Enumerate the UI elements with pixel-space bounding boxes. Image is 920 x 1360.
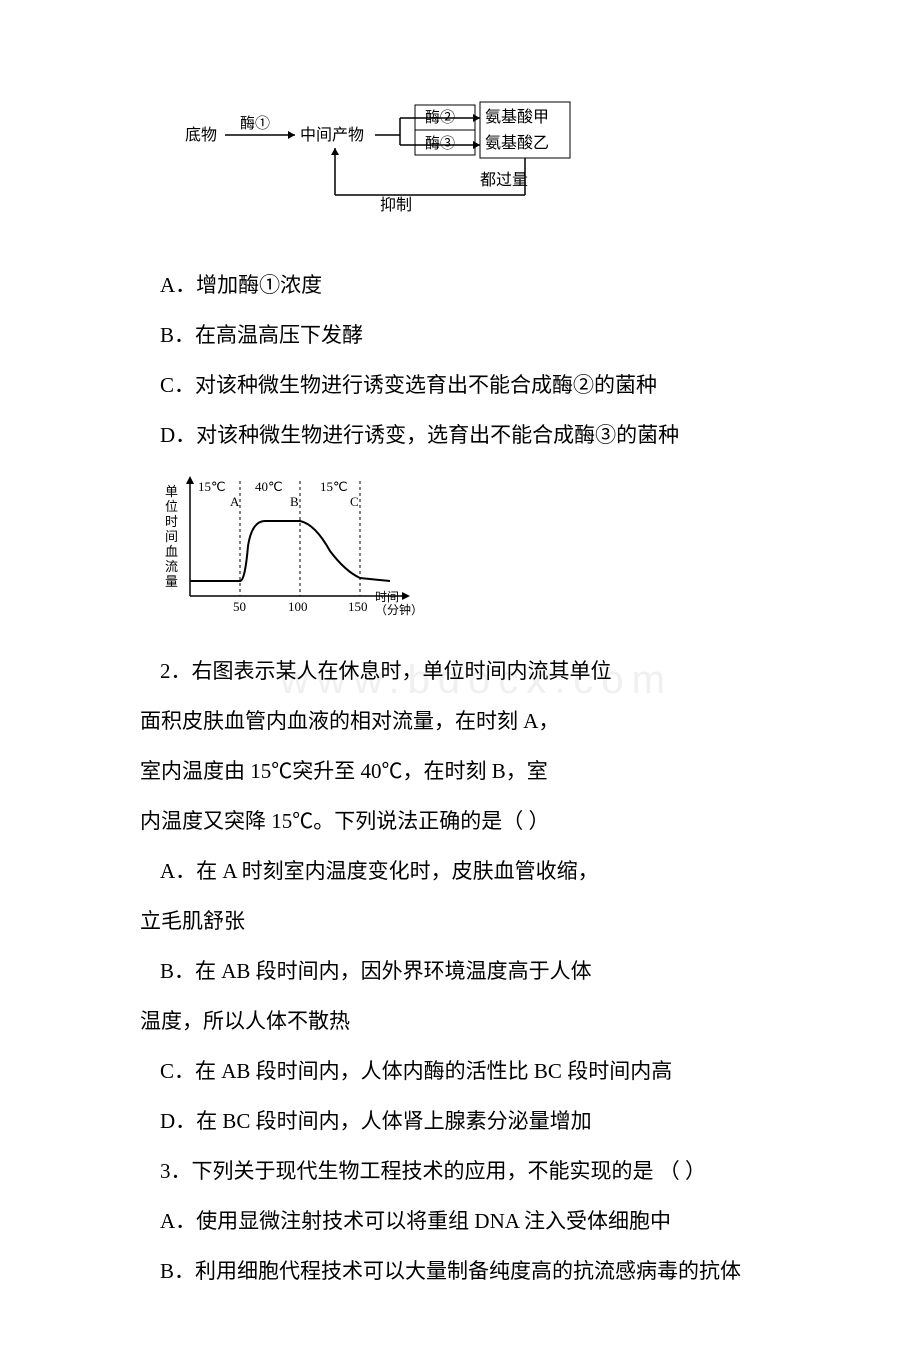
temp3-label: 15℃: [320, 479, 348, 494]
q2-line4: 内温度又突降 15℃。下列说法正确的是（ ）: [140, 800, 800, 842]
amino-b-label: 氨基酸乙: [485, 134, 549, 152]
tick-100: 100: [288, 599, 308, 614]
q2-line2: 面积皮肤血管内血液的相对流量，在时刻 A，: [140, 700, 800, 742]
q1-option-d: D．对该种微生物进行诱变，选育出不能合成酶③的菌种: [160, 414, 800, 456]
substrate-label: 底物: [185, 126, 217, 144]
enzyme-pathway-diagram: 底物 酶① 中间产物 酶② 酶③ 氨基酸甲 氨基酸乙 抑制 都过量: [180, 100, 800, 244]
q2-option-d: D．在 BC 段时间内，人体肾上腺素分泌量增加: [160, 1100, 800, 1142]
svg-text:间: 间: [165, 529, 178, 544]
tick-50: 50: [233, 599, 246, 614]
q2-option-b1: B．在 AB 段时间内，因外界环境温度高于人体: [160, 950, 800, 992]
q2-line3: 室内温度由 15℃突升至 40℃，在时刻 B，室: [140, 750, 800, 792]
x-axis-label2: （分钟）: [375, 602, 423, 617]
svg-text:位: 位: [165, 499, 178, 514]
q1-option-a: A．增加酶①浓度: [160, 264, 800, 306]
x-axis-label1: 时间: [375, 590, 399, 604]
enzyme1-label: 酶①: [240, 115, 270, 132]
inhibit-label: 抑制: [380, 196, 412, 214]
blood-flow-chart: 单 位 时 间 血 流 量 15℃ 40℃ 15℃ A B C 50 100 1…: [160, 466, 800, 640]
svg-text:血: 血: [165, 544, 178, 559]
q3-line1: 3．下列关于现代生物工程技术的应用，不能实现的是 （ ）: [160, 1150, 800, 1192]
svg-text:时: 时: [165, 514, 178, 529]
temp1-label: 15℃: [198, 479, 226, 494]
amino-a-label: 氨基酸甲: [485, 108, 549, 126]
svg-text:量: 量: [165, 574, 178, 589]
svg-text:流: 流: [165, 559, 178, 574]
point-b-label: B: [290, 494, 299, 509]
q1-option-b: B．在高温高压下发酵: [160, 314, 800, 356]
enzyme3-label: 酶③: [425, 135, 455, 152]
q2-option-a2: 立毛肌舒张: [140, 900, 800, 942]
point-a-label: A: [230, 494, 240, 509]
q2-option-b2: 温度，所以人体不散热: [140, 1000, 800, 1042]
q2-line1: 2．右图表示某人在休息时，单位时间内流其单位: [160, 650, 800, 692]
excess-label: 都过量: [480, 171, 528, 189]
tick-150: 150: [348, 599, 368, 614]
y-axis-char1: 单: [165, 484, 178, 499]
q2-option-c: C．在 AB 段时间内，人体内酶的活性比 BC 段时间内高: [160, 1050, 800, 1092]
temp2-label: 40℃: [255, 479, 283, 494]
enzyme2-label: 酶②: [425, 109, 455, 126]
q3-option-b: B．利用细胞代程技术可以大量制备纯度高的抗流感病毒的抗体: [160, 1250, 800, 1292]
q3-option-a: A．使用显微注射技术可以将重组 DNA 注入受体细胞中: [160, 1200, 800, 1242]
q2-option-a1: A．在 A 时刻室内温度变化时，皮肤血管收缩，: [160, 850, 800, 892]
point-c-label: C: [350, 494, 359, 509]
q1-option-c: C．对该种微生物进行诱变选育出不能合成酶②的菌种: [160, 364, 800, 406]
intermediate-label: 中间产物: [300, 126, 364, 144]
